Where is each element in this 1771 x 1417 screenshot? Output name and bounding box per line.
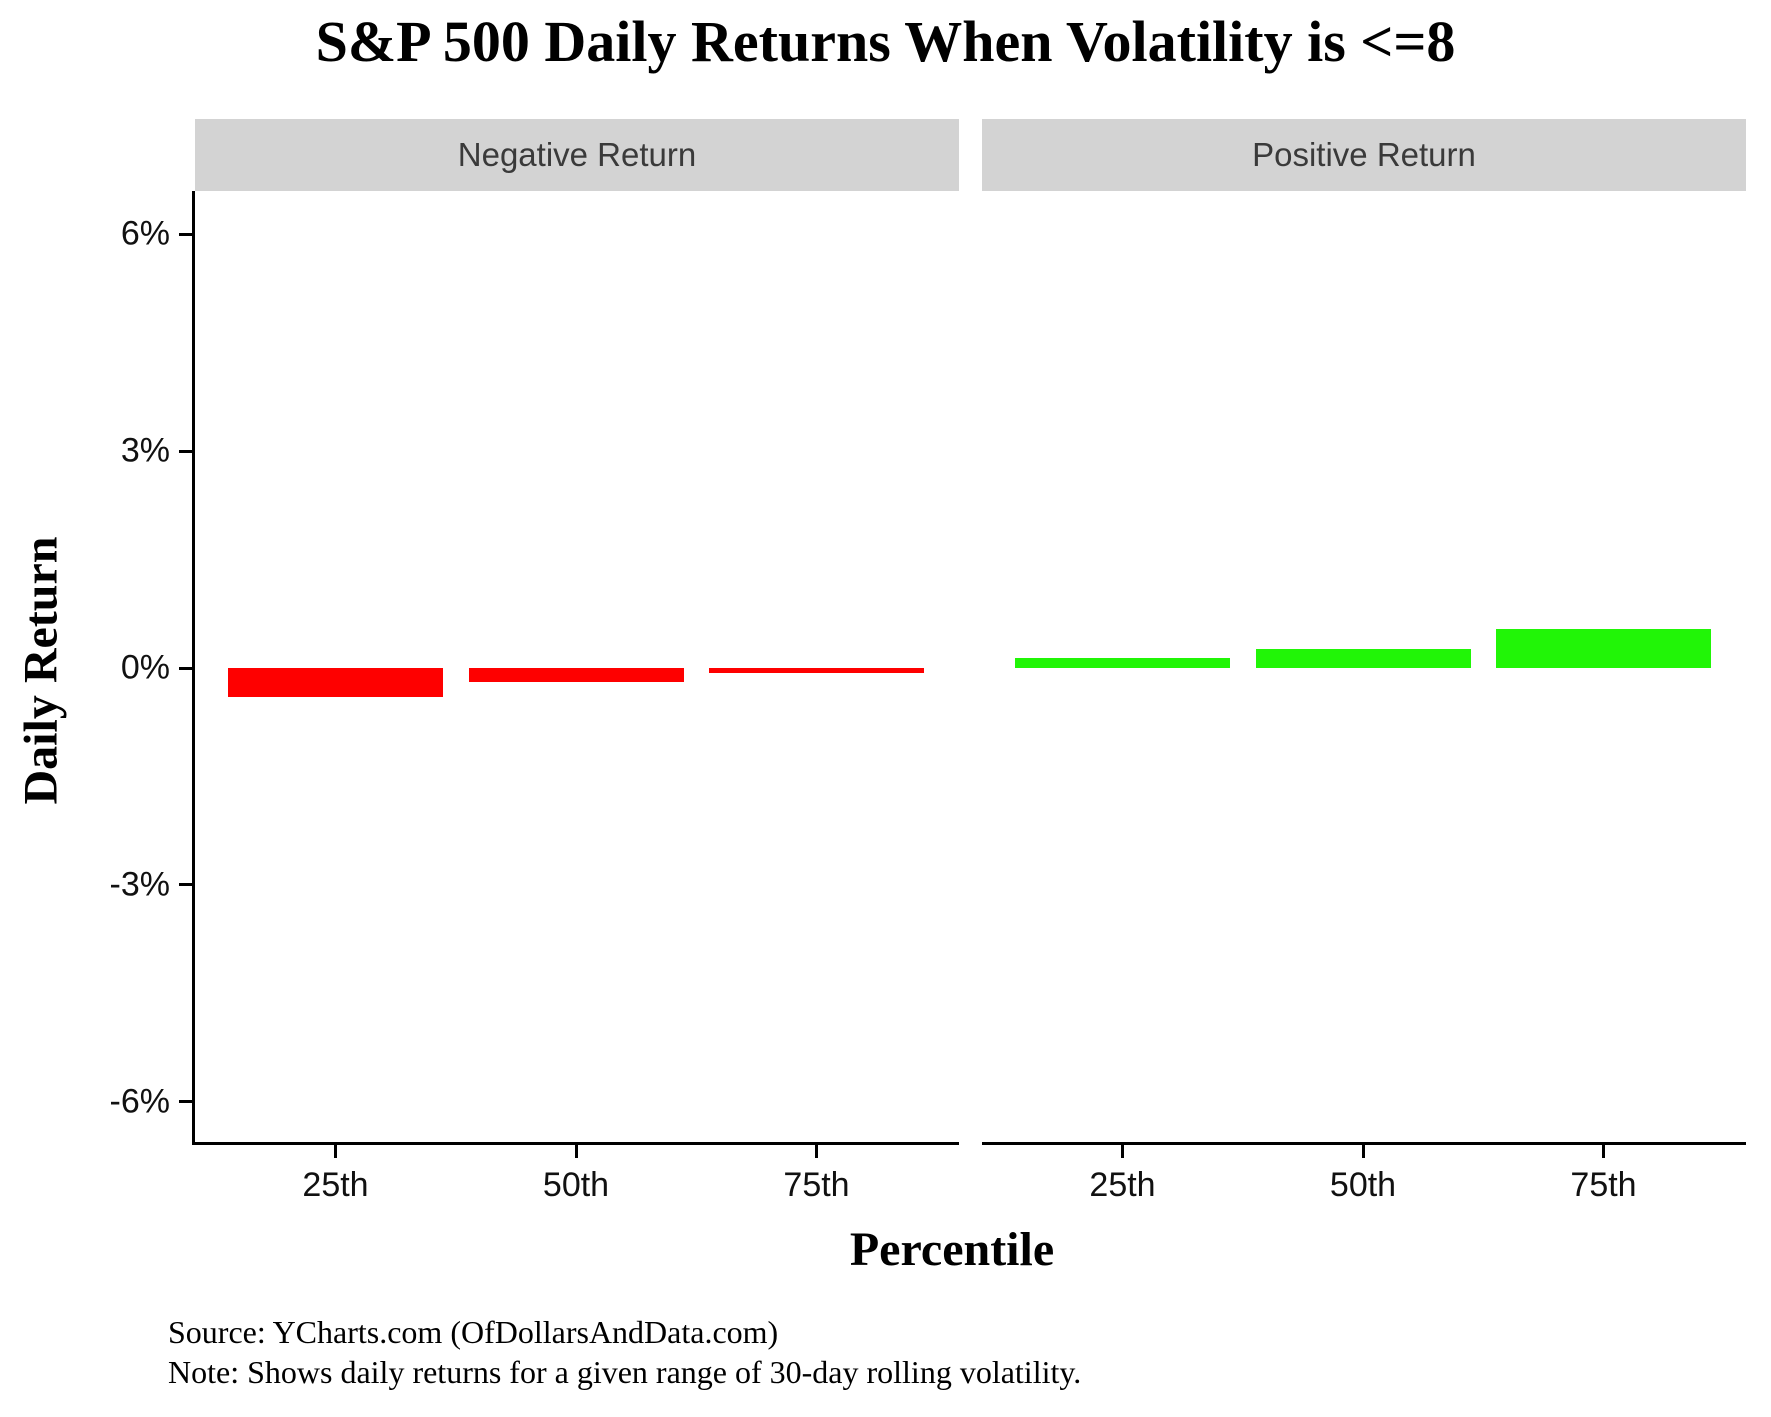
x-tick-label: 50th — [1329, 1166, 1397, 1204]
y-axis-title: Daily Return — [14, 536, 68, 805]
facet-strip-positive-return: Positive Return — [982, 119, 1746, 191]
bar-negative-50th — [468, 668, 684, 682]
caption-note: Note: Shows daily returns for a given ra… — [168, 1354, 1082, 1390]
facet-strip-label: Positive Return — [1252, 136, 1476, 173]
caption: Source: YCharts.com (OfDollarsAndData.co… — [168, 1312, 1081, 1392]
y-tick-mark — [179, 1100, 193, 1104]
bar-negative-25th — [228, 668, 443, 697]
caption-source: Source: YCharts.com (OfDollarsAndData.co… — [168, 1314, 779, 1350]
x-tick-label: 75th — [783, 1166, 850, 1204]
y-tick-mark — [179, 883, 193, 887]
y-tick-mark — [179, 666, 193, 670]
y-tick-label: 3% — [120, 431, 170, 470]
bar-negative-75th — [709, 668, 924, 674]
x-tick-label: 50th — [542, 1166, 610, 1204]
x-tick-label: 75th — [1570, 1166, 1637, 1204]
y-tick-label: -6% — [109, 1082, 170, 1121]
x-axis-title: Percentile — [849, 1223, 1055, 1276]
bar-positive-50th — [1255, 649, 1471, 668]
x-tick-mark — [334, 1145, 337, 1158]
x-axis-line-negative-panel — [195, 1142, 959, 1145]
panel-positive-return — [982, 191, 1746, 1142]
x-axis-line-positive-panel — [982, 1142, 1746, 1145]
facet-strip-negative-return: Negative Return — [195, 119, 959, 191]
panel-negative-return — [195, 191, 959, 1142]
x-tick-label: 25th — [302, 1166, 369, 1204]
x-tick-mark — [1602, 1145, 1605, 1158]
x-tick-label: 25th — [1089, 1166, 1156, 1204]
y-tick-label: 0% — [120, 648, 170, 687]
chart-title: S&P 500 Daily Returns When Volatility is… — [315, 9, 1456, 74]
x-tick-mark — [574, 1145, 578, 1158]
y-axis-line — [192, 191, 195, 1145]
x-tick-mark — [1361, 1145, 1365, 1158]
facet-strip-label: Negative Return — [457, 136, 697, 173]
y-tick-mark — [179, 449, 193, 453]
x-tick-mark — [1121, 1145, 1124, 1158]
bar-positive-75th — [1496, 628, 1711, 668]
y-tick-label: 6% — [120, 214, 170, 253]
bar-positive-25th — [1015, 657, 1230, 668]
y-tick-mark — [179, 232, 193, 236]
y-tick-label: -3% — [109, 865, 170, 904]
x-tick-mark — [815, 1145, 818, 1158]
